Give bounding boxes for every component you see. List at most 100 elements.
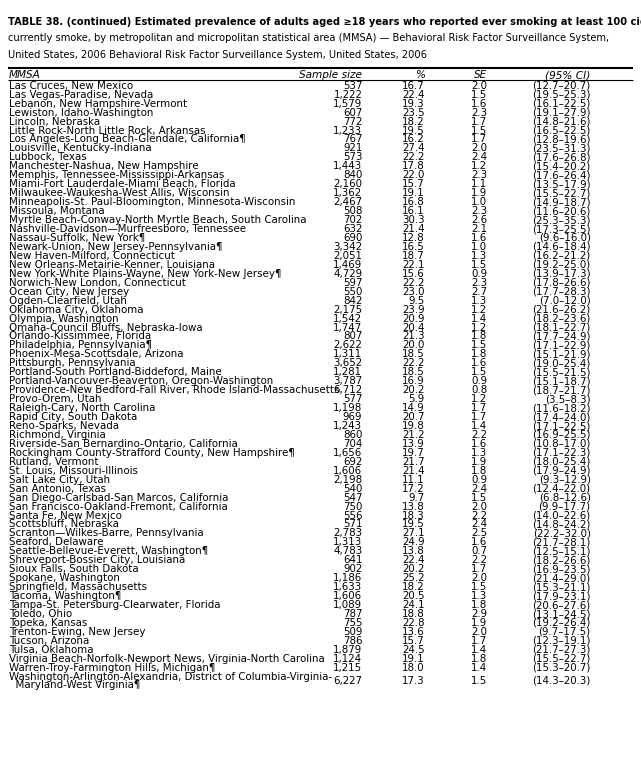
Text: 1.7: 1.7 [471,565,488,575]
Text: 1.9: 1.9 [471,457,488,467]
Text: (3.5–8.3): (3.5–8.3) [545,394,591,404]
Text: Sample size: Sample size [299,71,362,81]
Text: 1,542: 1,542 [333,314,362,324]
Text: 21.4: 21.4 [403,466,425,475]
Text: St. Louis, Missouri-Illinois: St. Louis, Missouri-Illinois [9,466,138,475]
Text: 1.0: 1.0 [471,242,488,252]
Text: (17.8–26.6): (17.8–26.6) [532,278,591,288]
Text: 508: 508 [343,207,362,216]
Text: 2.0: 2.0 [472,81,488,91]
Text: 30.3: 30.3 [403,215,425,225]
Text: Norwich-New London, Connecticut: Norwich-New London, Connecticut [9,278,186,288]
Text: %: % [415,71,425,81]
Text: 1.8: 1.8 [471,466,488,475]
Text: (14.8–24.2): (14.8–24.2) [532,520,591,530]
Text: (12.4–22.0): (12.4–22.0) [533,484,591,494]
Text: Lubbock, Texas: Lubbock, Texas [9,152,87,162]
Text: Los Angeles-Long Beach-Glendale, California¶: Los Angeles-Long Beach-Glendale, Califor… [9,135,246,145]
Text: 23.5: 23.5 [403,107,425,117]
Text: Philadelphia, Pennsylvania¶: Philadelphia, Pennsylvania¶ [9,341,152,351]
Text: Ogden-Clearfield, Utah: Ogden-Clearfield, Utah [9,296,127,306]
Text: 23.0: 23.0 [403,287,425,296]
Text: 550: 550 [343,287,362,296]
Text: 0.7: 0.7 [471,546,488,556]
Text: 1.6: 1.6 [471,537,488,547]
Text: 2.0: 2.0 [472,143,488,153]
Text: 21.7: 21.7 [403,457,425,467]
Text: 16.2: 16.2 [403,135,425,145]
Text: 2.3: 2.3 [471,278,488,288]
Text: MMSA: MMSA [9,71,41,81]
Text: Ocean City, New Jersey: Ocean City, New Jersey [9,287,129,296]
Text: 509: 509 [343,627,362,637]
Text: Spokane, Washington: Spokane, Washington [9,573,120,583]
Text: (9.9–17.7): (9.9–17.7) [538,501,591,511]
Text: Nassau-Suffolk, New York¶: Nassau-Suffolk, New York¶ [9,233,146,243]
Text: (15.5–22.7): (15.5–22.7) [532,654,591,664]
Text: 15.6: 15.6 [402,269,425,279]
Text: 750: 750 [343,501,362,511]
Text: 2.4: 2.4 [471,152,488,162]
Text: 1.7: 1.7 [471,117,488,126]
Text: 6,227: 6,227 [333,676,362,686]
Text: 1.5: 1.5 [471,676,488,686]
Text: (20.6–27.6): (20.6–27.6) [533,600,591,610]
Text: (17.9–24.9): (17.9–24.9) [532,466,591,475]
Text: 22.4: 22.4 [403,555,425,565]
Text: 1.5: 1.5 [471,90,488,100]
Text: 2,160: 2,160 [333,179,362,189]
Text: Lincoln, Nebraska: Lincoln, Nebraska [9,117,100,126]
Text: Tulsa, Oklahoma: Tulsa, Oklahoma [9,645,94,655]
Text: 1.7: 1.7 [471,135,488,145]
Text: (9.7–17.5): (9.7–17.5) [538,627,591,637]
Text: 1,606: 1,606 [333,591,362,601]
Text: (15.5–21.5): (15.5–21.5) [532,367,591,377]
Text: 2.6: 2.6 [471,215,488,225]
Text: 11.1: 11.1 [402,475,425,485]
Text: 1.5: 1.5 [471,493,488,503]
Text: 27.1: 27.1 [403,529,425,539]
Text: 1,215: 1,215 [333,663,362,673]
Text: 1,186: 1,186 [333,573,362,583]
Text: 12.8: 12.8 [403,233,425,243]
Text: 1.0: 1.0 [471,197,488,207]
Text: 0.8: 0.8 [471,386,488,395]
Text: 2.2: 2.2 [472,430,488,440]
Text: 704: 704 [343,439,362,449]
Text: 17.2: 17.2 [403,484,425,494]
Text: 19.1: 19.1 [402,188,425,198]
Text: (14.6–18.4): (14.6–18.4) [532,242,591,252]
Text: 1.7: 1.7 [471,636,488,646]
Text: 19.7: 19.7 [402,448,425,458]
Text: 22.1: 22.1 [403,260,425,270]
Text: 20.2: 20.2 [403,386,425,395]
Text: (16.9–25.5): (16.9–25.5) [532,430,591,440]
Text: 1,233: 1,233 [333,126,362,136]
Text: 24.9: 24.9 [403,537,425,547]
Text: 1,313: 1,313 [333,537,362,547]
Text: (17.1–22.9): (17.1–22.9) [532,341,591,351]
Text: Missoula, Montana: Missoula, Montana [9,207,104,216]
Text: 0.9: 0.9 [471,475,488,485]
Text: 1.3: 1.3 [471,448,488,458]
Text: (16.1–22.5): (16.1–22.5) [532,99,591,109]
Text: (7.0–12.0): (7.0–12.0) [539,296,591,306]
Text: Lebanon, New Hampshire-Vermont: Lebanon, New Hampshire-Vermont [9,99,187,109]
Text: 860: 860 [343,430,362,440]
Text: 19.1: 19.1 [402,654,425,664]
Text: 540: 540 [343,484,362,494]
Text: 9.7: 9.7 [409,493,425,503]
Text: 16.7: 16.7 [402,81,425,91]
Text: (12.5–15.1): (12.5–15.1) [532,546,591,556]
Text: (19.5–25.3): (19.5–25.3) [532,90,591,100]
Text: 19.3: 19.3 [402,99,425,109]
Text: Las Vegas-Paradise, Nevada: Las Vegas-Paradise, Nevada [9,90,153,100]
Text: 24.1: 24.1 [403,600,425,610]
Text: San Francisco-Oakland-Fremont, California: San Francisco-Oakland-Fremont, Californi… [9,501,228,511]
Text: (17.1–22.3): (17.1–22.3) [532,448,591,458]
Text: Warren-Troy-Farmington Hills, Michigan¶: Warren-Troy-Farmington Hills, Michigan¶ [9,663,215,673]
Text: 16.5: 16.5 [402,242,425,252]
Text: (19.1–27.9): (19.1–27.9) [532,107,591,117]
Text: Santa Fe, New Mexico: Santa Fe, New Mexico [9,511,122,520]
Text: 20.9: 20.9 [403,314,425,324]
